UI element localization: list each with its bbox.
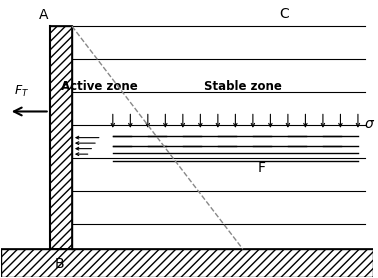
Text: Active zone: Active zone: [62, 80, 138, 93]
Bar: [2, 249, 373, 277]
Text: B: B: [54, 257, 64, 271]
Bar: [2, 249, 373, 277]
Text: C: C: [279, 7, 288, 21]
Text: $\sigma$: $\sigma$: [364, 117, 375, 131]
Text: A: A: [39, 8, 49, 22]
Text: Stable zone: Stable zone: [204, 80, 282, 93]
Text: $F_T$: $F_T$: [14, 84, 29, 99]
Bar: [50, 26, 72, 249]
Text: F: F: [257, 161, 265, 175]
Bar: [50, 26, 72, 249]
